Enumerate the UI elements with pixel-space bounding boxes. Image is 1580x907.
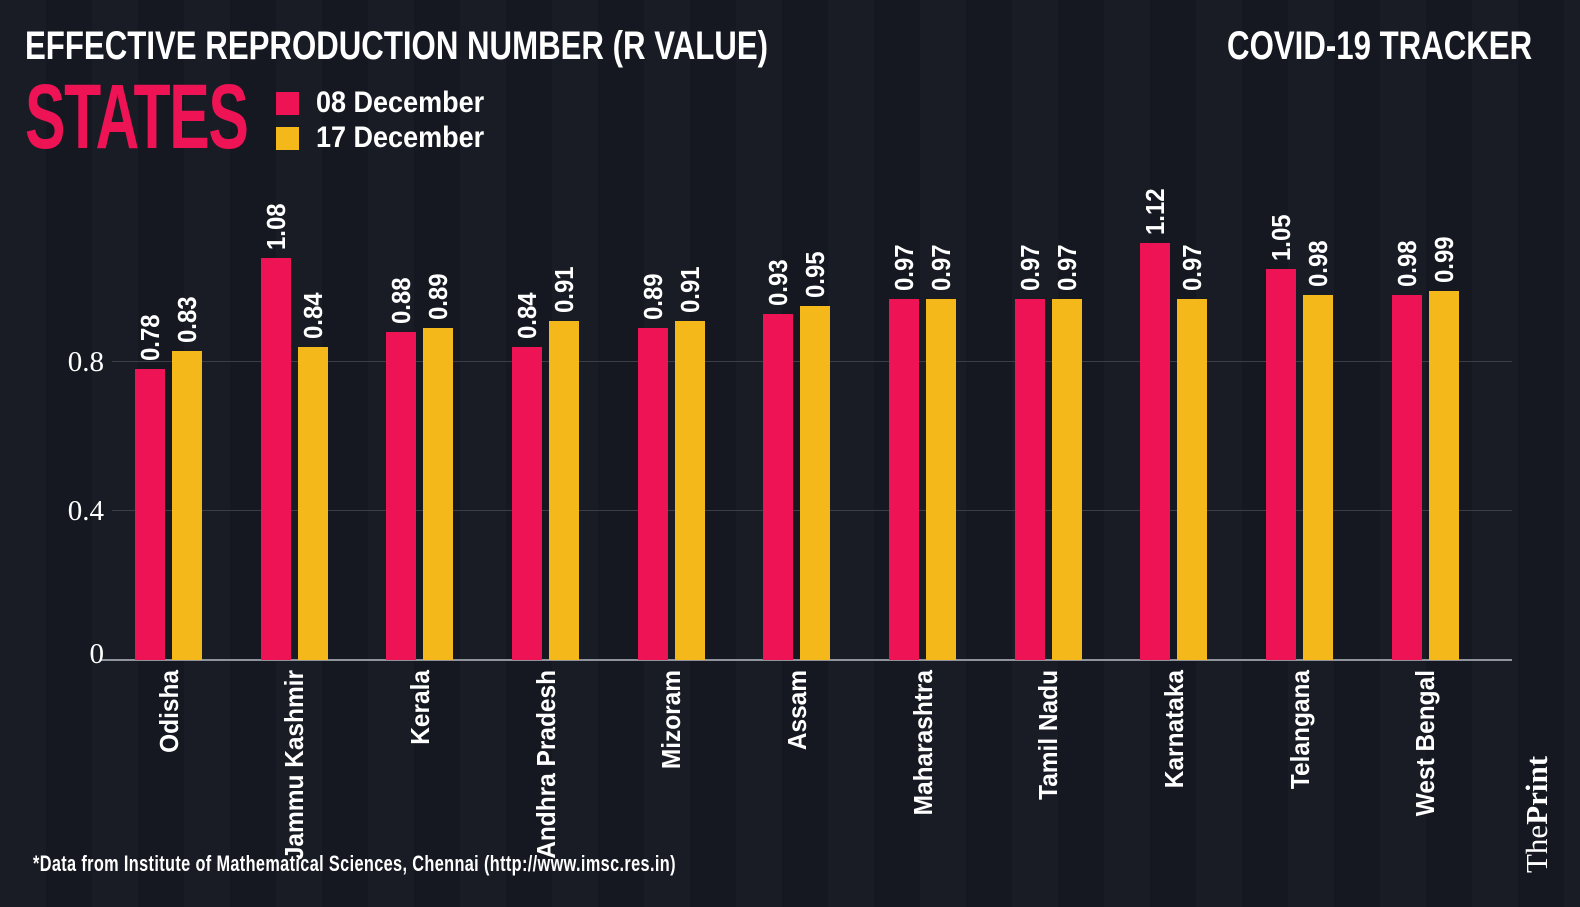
bar-value-label-maharashtra-08-december: 0.97 <box>889 244 920 291</box>
legend-item-17-december: 17 December <box>276 121 503 154</box>
bar-value-label-karnataka-17-december: 0.97 <box>1177 244 1208 291</box>
x-axis-label-jammu-kashmir: Jammu Kashmir <box>279 670 310 861</box>
theprint-logo-the: The <box>1519 824 1554 873</box>
page-title: EFFECTIVE REPRODUCTION NUMBER (R VALUE) <box>25 24 769 68</box>
bar-value-label-andhra-pradesh-17-december: 0.91 <box>549 266 580 313</box>
tracker-title: COVID-19 TRACKER <box>1226 24 1532 68</box>
source-note: *Data from Institute of Mathematical Sci… <box>33 851 676 876</box>
bar-karnataka-17-december <box>1177 299 1208 660</box>
bar-value-label-assam-17-december: 0.95 <box>800 251 831 298</box>
chart-legend: 08 December 17 December <box>276 86 503 154</box>
bar-telangana-08-december <box>1266 269 1297 660</box>
bar-odisha-08-december <box>135 369 165 660</box>
bar-value-label-kerala-08-december: 0.88 <box>386 277 417 324</box>
bar-value-label-assam-08-december: 0.93 <box>763 259 794 306</box>
y-axis-tick-label: 0.4 <box>67 495 104 527</box>
x-axis-label-andhra-pradesh: Andhra Pradesh <box>530 670 561 859</box>
bar-value-label-mizoram-08-december: 0.89 <box>637 273 668 320</box>
x-axis-line <box>100 659 1512 661</box>
bar-value-label-andhra-pradesh-08-december: 0.84 <box>512 292 543 339</box>
bar-jammu-kashmir-08-december <box>260 258 291 660</box>
bar-value-label-maharashtra-17-december: 0.97 <box>926 244 957 291</box>
bar-kerala-08-december <box>386 332 417 660</box>
bar-value-label-kerala-17-december: 0.89 <box>423 273 454 320</box>
bar-value-label-odisha-17-december: 0.83 <box>172 296 202 343</box>
bar-value-label-telangana-08-december: 1.05 <box>1266 214 1297 261</box>
legend-swatch-08-december-icon <box>276 91 299 115</box>
legend-swatch-17-december-icon <box>276 126 299 150</box>
bar-value-label-jammu-kashmir-17-december: 0.84 <box>297 292 328 339</box>
x-axis-label-telangana: Telangana <box>1284 670 1315 790</box>
bar-odisha-17-december <box>172 351 202 660</box>
bar-mizoram-08-december <box>637 328 668 660</box>
legend-label-17-december: 17 December <box>316 121 485 154</box>
bar-tamil-nadu-17-december <box>1051 299 1082 660</box>
legend-label-08-december: 08 December <box>316 86 485 119</box>
bar-value-label-karnataka-08-december: 1.12 <box>1140 188 1171 235</box>
bar-jammu-kashmir-17-december <box>297 347 328 660</box>
x-axis-label-assam: Assam <box>781 670 812 751</box>
bar-karnataka-08-december <box>1140 243 1171 660</box>
bar-andhra-pradesh-17-december <box>549 321 580 660</box>
bar-west-bengal-17-december <box>1428 291 1459 660</box>
x-axis-label-west-bengal: West Bengal <box>1410 670 1441 817</box>
bar-value-label-mizoram-17-december: 0.91 <box>674 266 705 313</box>
bar-tamil-nadu-08-december <box>1014 299 1045 660</box>
bar-west-bengal-08-december <box>1391 295 1422 660</box>
theprint-logo-print: Print <box>1519 755 1554 825</box>
bar-mizoram-17-december <box>674 321 705 660</box>
x-axis-label-kerala: Kerala <box>404 670 435 745</box>
bar-value-label-tamil-nadu-08-december: 0.97 <box>1014 244 1045 291</box>
bar-andhra-pradesh-08-december <box>512 347 543 660</box>
bar-value-label-odisha-08-december: 0.78 <box>135 314 165 361</box>
section-title: STATES <box>25 66 249 168</box>
bar-value-label-telangana-17-december: 0.98 <box>1303 240 1334 287</box>
bar-maharashtra-08-december <box>889 299 920 660</box>
x-axis-label-tamil-nadu: Tamil Nadu <box>1033 670 1064 800</box>
x-axis-label-mizoram: Mizoram <box>656 670 687 770</box>
x-axis-label-odisha: Odisha <box>153 670 184 753</box>
legend-item-08-december: 08 December <box>276 86 503 119</box>
y-axis-tick-label: 0.8 <box>67 346 104 378</box>
bar-value-label-tamil-nadu-17-december: 0.97 <box>1051 244 1082 291</box>
theprint-logo: ThePrint <box>1519 755 1554 873</box>
x-axis-label-karnataka: Karnataka <box>1158 670 1189 789</box>
x-axis-label-maharashtra: Maharashtra <box>907 670 938 816</box>
bar-assam-08-december <box>763 314 794 660</box>
bar-telangana-17-december <box>1303 295 1334 660</box>
bar-assam-17-december <box>800 306 831 660</box>
bar-value-label-jammu-kashmir-08-december: 1.08 <box>260 203 291 250</box>
bar-maharashtra-17-december <box>926 299 957 660</box>
bar-kerala-17-december <box>423 328 454 660</box>
bar-value-label-west-bengal-17-december: 0.99 <box>1428 236 1459 283</box>
bar-value-label-west-bengal-08-december: 0.98 <box>1391 240 1422 287</box>
y-axis-tick-label: 0 <box>89 638 105 670</box>
